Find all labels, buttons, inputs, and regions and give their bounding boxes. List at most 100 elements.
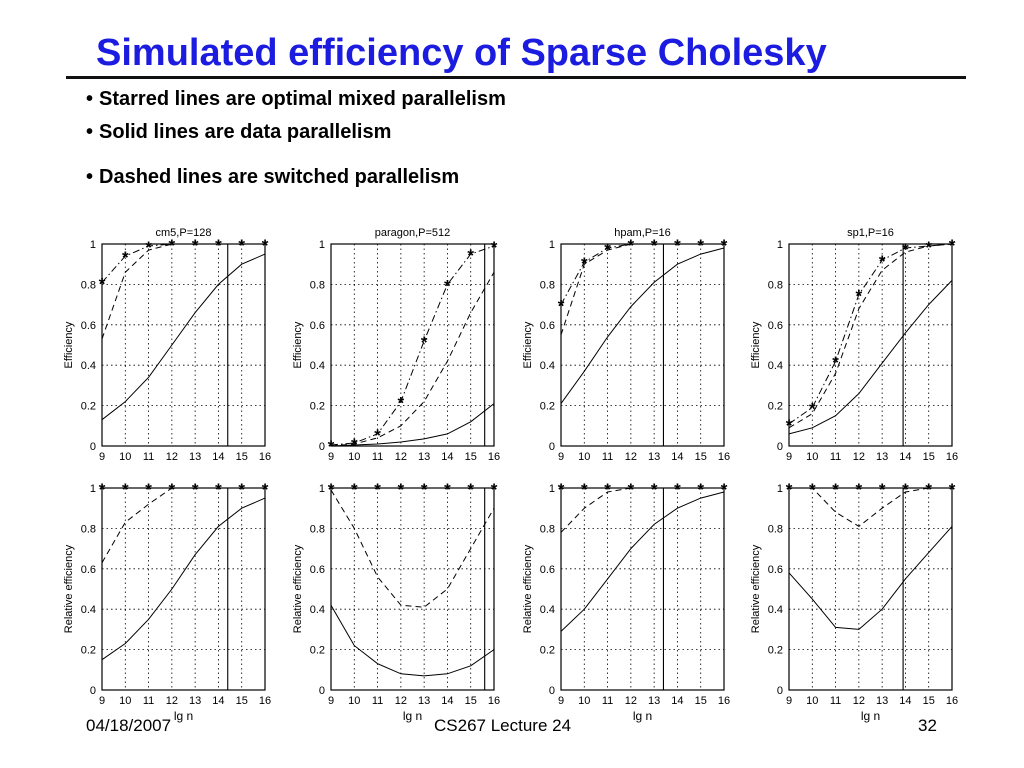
x-tick-label: 13 xyxy=(876,695,888,707)
series-line-dashed xyxy=(788,243,953,429)
y-tick-label: 0.4 xyxy=(81,604,96,616)
bullet-marker: • xyxy=(86,88,94,110)
plot-frame xyxy=(330,243,495,447)
star-marker: * xyxy=(581,480,588,499)
y-tick-label: 0 xyxy=(549,685,555,697)
chart-title: cm5,P=128 xyxy=(156,227,212,239)
chart-panel: 9 10 11 12 13 14 15 16 0 0.2 0.4 0.6 0.8 1 Relative ef… xyxy=(522,480,730,723)
y-tick-label: 0.2 xyxy=(81,401,96,413)
y-tick-label: 0.6 xyxy=(768,320,783,332)
star-marker: * xyxy=(674,480,681,499)
series-line-solid xyxy=(330,604,495,677)
y-tick-label: 0.6 xyxy=(310,320,325,332)
series-line-dashed xyxy=(330,489,495,608)
x-tick-label: 12 xyxy=(166,695,178,707)
y-tick-label: 1 xyxy=(90,239,96,251)
star-marker: * xyxy=(558,297,565,316)
x-tick-label: 13 xyxy=(418,695,430,707)
star-marker: * xyxy=(902,240,909,259)
star-marker: * xyxy=(122,480,129,499)
star-marker: * xyxy=(444,276,451,295)
x-tick-label: 15 xyxy=(236,451,248,463)
x-tick-label: 14 xyxy=(212,451,224,463)
star-marker: * xyxy=(215,236,222,255)
y-tick-label: 0.8 xyxy=(310,523,325,535)
plot-frame xyxy=(330,487,495,691)
y-tick-label: 0.4 xyxy=(768,360,783,372)
plot-frame xyxy=(101,487,266,691)
x-tick-label: 11 xyxy=(372,451,383,463)
star-marker: * xyxy=(902,480,909,499)
star-marker: * xyxy=(832,353,839,372)
x-tick-label: 10 xyxy=(578,451,590,463)
plot-frame xyxy=(560,487,725,691)
x-tick-label: 15 xyxy=(465,451,477,463)
x-tick-label: 9 xyxy=(786,451,792,463)
x-tick-label: 9 xyxy=(99,451,105,463)
x-tick-label: 16 xyxy=(946,451,958,463)
x-tick-label: 9 xyxy=(99,695,105,707)
series-line-solid xyxy=(560,491,725,632)
star-marker: * xyxy=(122,248,129,267)
y-tick-label: 0.6 xyxy=(768,564,783,576)
x-tick-label: 15 xyxy=(695,451,707,463)
y-tick-label: 1 xyxy=(777,239,783,251)
y-tick-label: 0.6 xyxy=(81,564,96,576)
x-tick-label: 12 xyxy=(395,695,407,707)
y-tick-label: 0.2 xyxy=(540,401,555,413)
x-tick-label: 10 xyxy=(806,451,818,463)
star-marker: * xyxy=(809,400,816,419)
plot-frame xyxy=(101,243,266,447)
star-marker: * xyxy=(351,435,358,454)
star-marker: * xyxy=(215,480,222,499)
y-tick-label: 0 xyxy=(319,685,325,697)
star-marker: * xyxy=(328,437,335,456)
x-tick-label: 14 xyxy=(441,695,453,707)
x-tick-label: 11 xyxy=(143,695,154,707)
x-tick-label: 16 xyxy=(259,695,271,707)
series-line-solid xyxy=(560,247,725,404)
star-marker: * xyxy=(421,333,428,352)
x-tick-label: 10 xyxy=(119,695,131,707)
star-marker: * xyxy=(604,240,611,259)
y-tick-label: 0 xyxy=(777,685,783,697)
x-tick-label: 12 xyxy=(166,451,178,463)
star-marker: * xyxy=(786,480,793,499)
x-tick-label: 14 xyxy=(899,695,911,707)
x-tick-label: 15 xyxy=(465,695,477,707)
star-marker: * xyxy=(628,236,635,255)
star-marker: * xyxy=(697,236,704,255)
x-tick-label: 14 xyxy=(899,451,911,463)
chart-title: sp1,P=16 xyxy=(847,227,894,239)
y-tick-label: 0 xyxy=(549,441,555,453)
bullet-text: Solid lines are data parallelism xyxy=(99,121,392,143)
x-tick-label: 12 xyxy=(625,695,637,707)
star-marker: * xyxy=(581,254,588,273)
star-marker: * xyxy=(604,480,611,499)
y-tick-label: 0.8 xyxy=(540,279,555,291)
bullet-item: • Starred lines are optimal mixed paralle… xyxy=(86,88,506,111)
series-line-solid xyxy=(788,280,953,435)
y-axis-label: Efficiency xyxy=(750,321,762,368)
x-tick-label: 13 xyxy=(189,451,201,463)
star-marker: * xyxy=(169,480,176,499)
y-axis-label: Efficiency xyxy=(292,321,304,368)
x-tick-label: 12 xyxy=(853,451,865,463)
star-marker: * xyxy=(398,480,405,499)
y-tick-label: 0.4 xyxy=(81,360,96,372)
x-tick-label: 15 xyxy=(236,695,248,707)
star-marker: * xyxy=(351,480,358,499)
chart-panel: 9 10 11 12 13 14 15 16 0 0.2 0.4 0.6 0.8 1 sp1,P=16 Eff… xyxy=(750,227,958,463)
y-tick-label: 0.2 xyxy=(310,401,325,413)
y-tick-label: 0 xyxy=(90,685,96,697)
x-axis-label: lg n xyxy=(174,709,193,723)
star-marker: * xyxy=(99,274,106,293)
x-tick-label: 13 xyxy=(876,451,888,463)
x-tick-label: 10 xyxy=(348,451,360,463)
y-axis-label: Efficiency xyxy=(63,321,75,368)
star-marker: * xyxy=(558,480,565,499)
bullet-marker: • xyxy=(86,166,94,188)
x-tick-label: 15 xyxy=(695,695,707,707)
y-tick-label: 0.8 xyxy=(310,279,325,291)
x-tick-label: 11 xyxy=(830,695,841,707)
